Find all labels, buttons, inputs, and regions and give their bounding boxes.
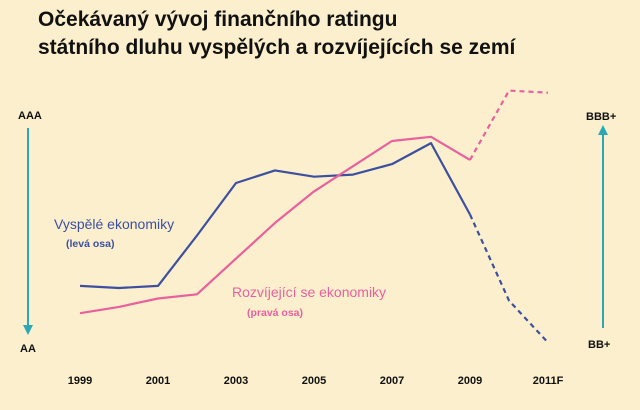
x-tick-2003: 2003 xyxy=(224,375,248,387)
x-tick-labels: 1999 2001 2003 2005 2007 2009 2011F xyxy=(68,375,564,387)
series-forecast-line-1 xyxy=(468,214,549,344)
title-line-1: Očekávaný vývoj finančního ratingu xyxy=(38,8,397,31)
left-axis-top-label: AAA xyxy=(18,110,42,122)
series-labels: Vyspělé ekonomiky (levá osa) Rozvíjející s… xyxy=(54,216,386,319)
left-axis-bottom-label: AA xyxy=(20,343,36,355)
x-tick-1999: 1999 xyxy=(68,375,92,387)
right-axis-bottom-label: BB+ xyxy=(588,339,610,351)
right-axis-top-label: BBB+ xyxy=(586,111,616,123)
x-tick-2009: 2009 xyxy=(458,375,482,387)
x-tick-2011F: 2011F xyxy=(533,375,564,387)
series-label-emerging: Rozvíjející se ekonomiky xyxy=(232,284,386,300)
series-forecast-line-2 xyxy=(469,89,549,161)
chart-title: Očekávaný vývoj finančního ratingu státní… xyxy=(38,8,516,59)
series-lines xyxy=(79,89,549,344)
series-note-developed: (levá osa) xyxy=(66,238,114,250)
x-tick-2001: 2001 xyxy=(146,375,170,387)
title-line-2: státního dluhu vyspělých a rozvíjejících… xyxy=(38,36,516,59)
x-tick-2005: 2005 xyxy=(302,375,326,387)
series-note-emerging: (pravá osa) xyxy=(247,307,303,319)
series-label-developed: Vyspělé ekonomiky xyxy=(54,216,174,232)
x-tick-2007: 2007 xyxy=(380,375,404,387)
